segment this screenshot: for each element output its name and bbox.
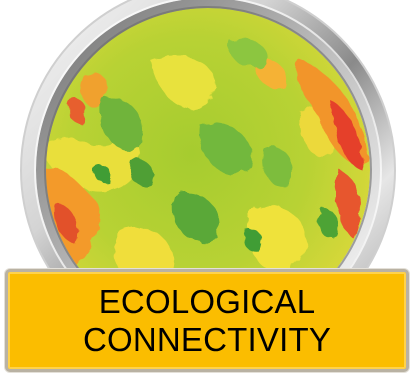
title-banner: ECOLOGICAL CONNECTIVITY [5,269,409,372]
banner-title-line-2: CONNECTIVITY [82,320,332,358]
banner-title: ECOLOGICAL CONNECTIVITY [83,283,331,359]
banner-title-line-1: ECOLOGICAL [98,282,316,320]
